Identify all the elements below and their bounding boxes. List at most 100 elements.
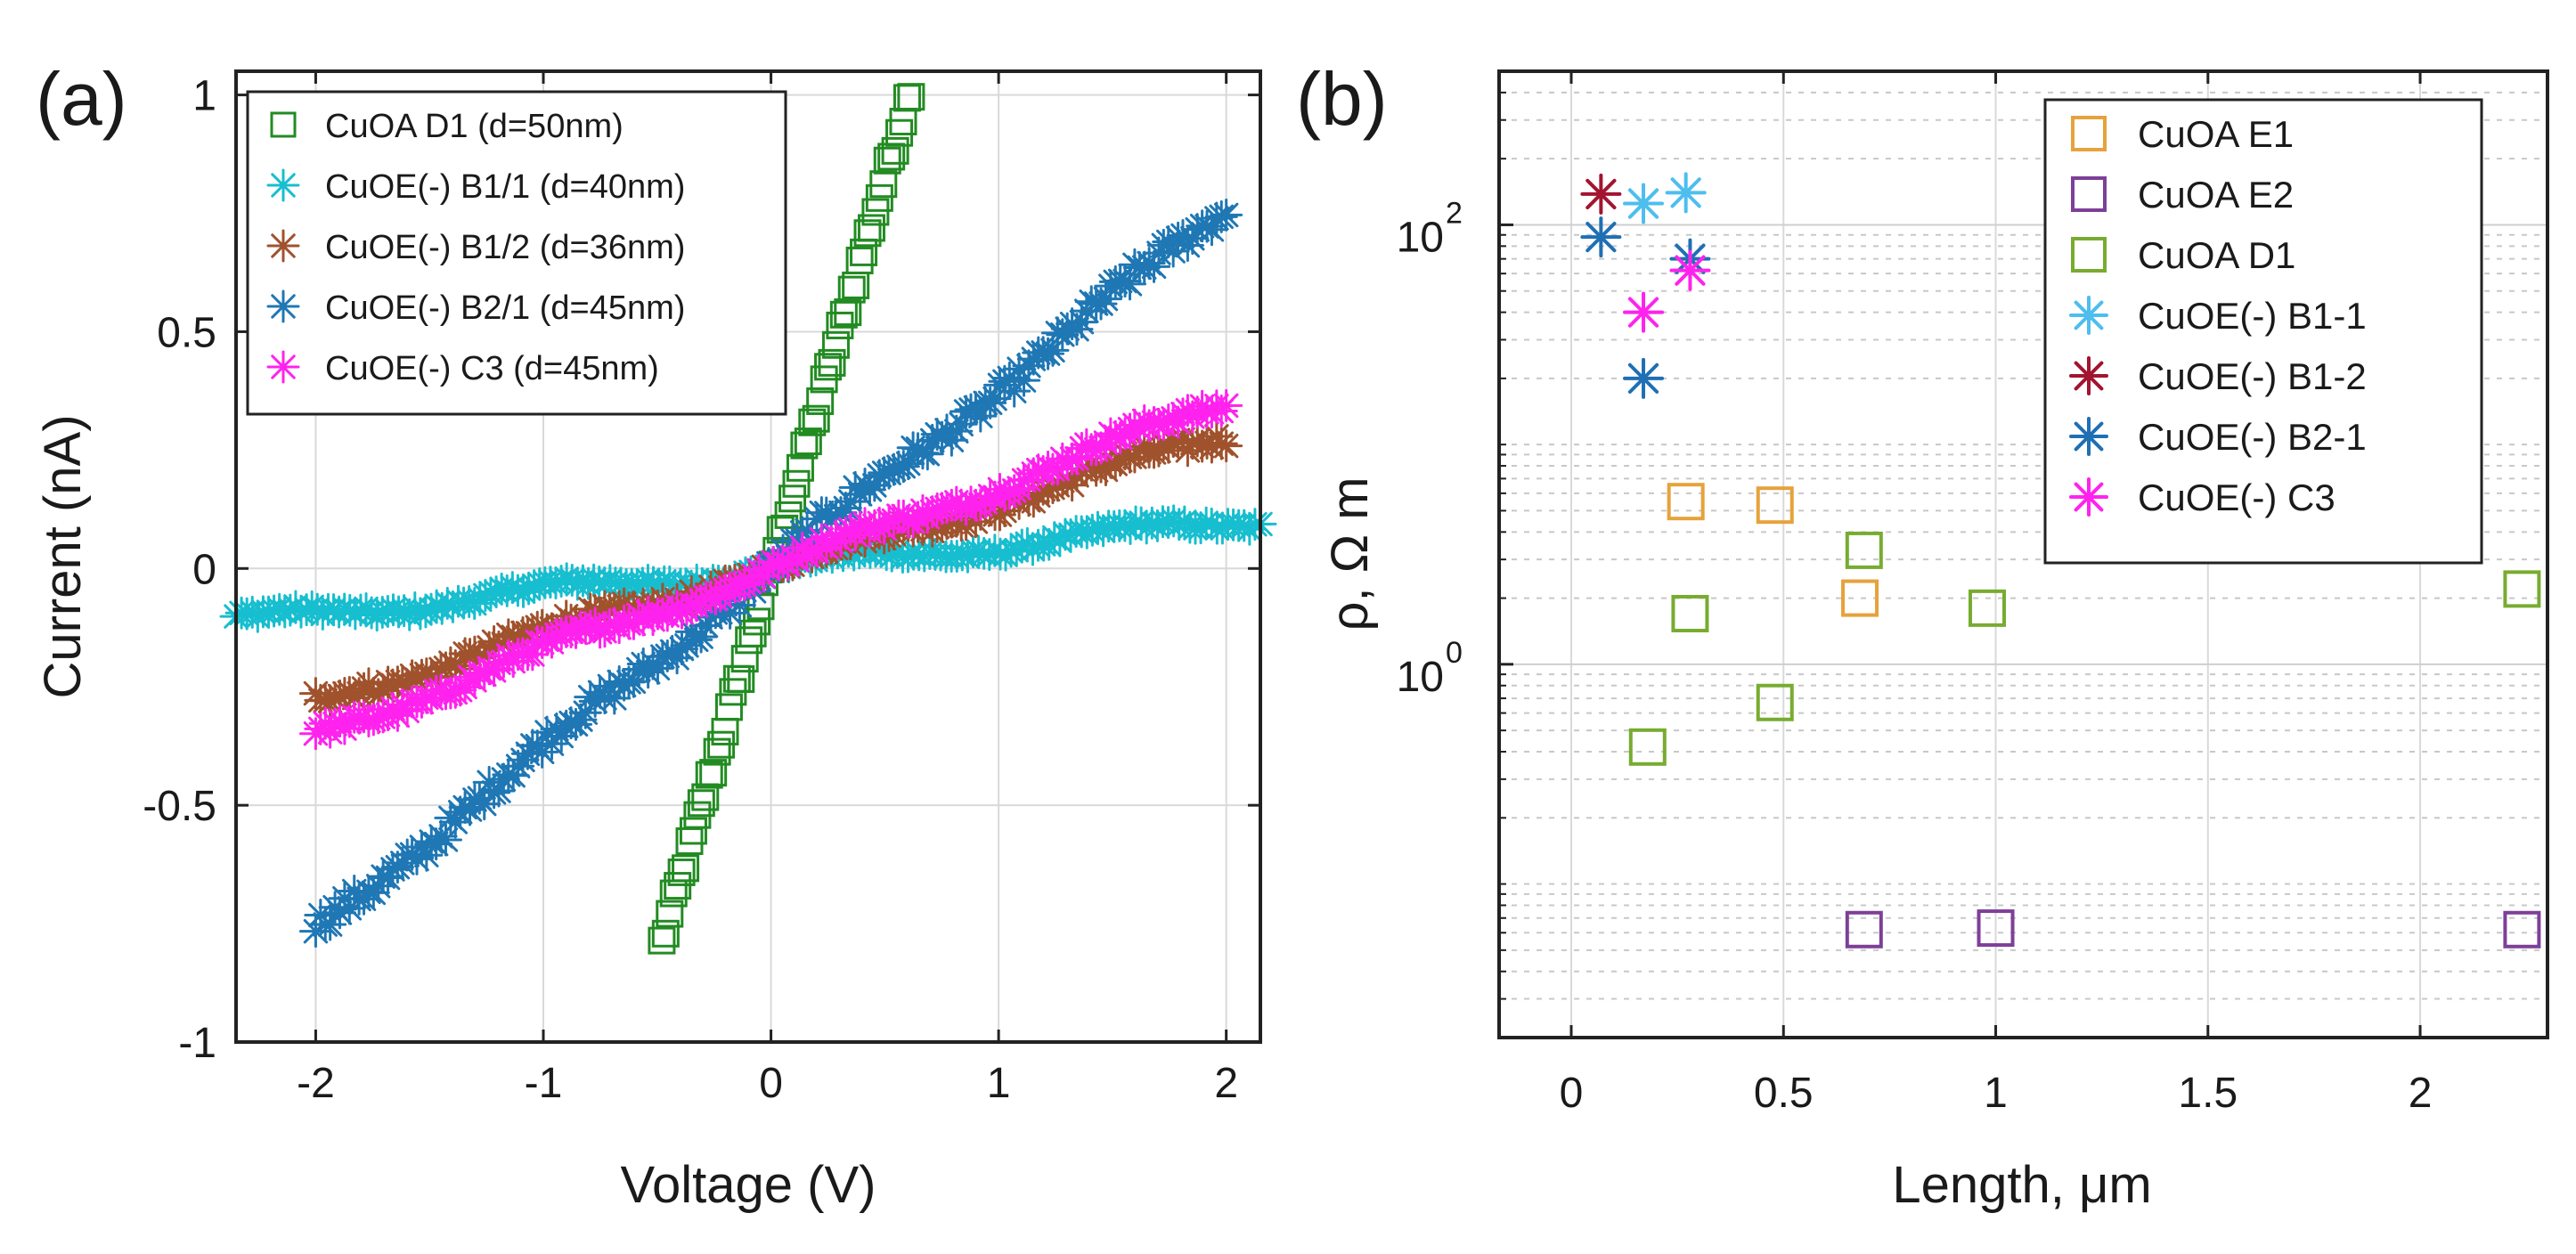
data-point-stroke (1213, 393, 1239, 419)
data-point-stroke (1213, 433, 1239, 459)
data-point (1210, 429, 1243, 463)
series-cuoe-b2-1 (1580, 216, 1711, 399)
data-point (1210, 198, 1243, 232)
data-point (798, 408, 827, 436)
data-point-stroke (895, 451, 921, 476)
data-point (1210, 388, 1243, 422)
data-point (814, 353, 843, 381)
data-point-stroke (1627, 297, 1659, 328)
data-point-stroke (968, 403, 993, 428)
data-point (656, 900, 684, 928)
panel-a-legend: CuOA D1 (d=50nm) CuOE(-) B1/1 (d=40nm) CuO… (246, 90, 787, 416)
panel-b-legend-box (2043, 98, 2483, 565)
data-point-stroke (577, 614, 603, 639)
data-point-stroke (234, 601, 259, 626)
y-tick-exponent: 2 (1446, 196, 1463, 230)
data-point (352, 704, 386, 737)
data-point (845, 246, 874, 274)
data-point (1756, 683, 1794, 721)
legend-label-cuoe-b1-1-d-40nm: CuOE(-) B1/1 (d=40nm) (325, 168, 685, 206)
data-point (743, 607, 771, 636)
x-tick-label: 1 (987, 1060, 1011, 1107)
data-point (703, 737, 731, 766)
panel-b-frame (1497, 69, 2549, 1039)
panel-b-series (1580, 172, 2541, 949)
panel-b-xlabel: Length, μm (1892, 1156, 2151, 1214)
data-point-stroke (1161, 428, 1186, 454)
panel-b-label: (b) (1296, 57, 1388, 141)
data-point (607, 604, 641, 638)
legend-marker-cuoe-b1-2-d-36nm-stroke (271, 233, 296, 258)
data-point-stroke (361, 707, 387, 732)
data-point (735, 626, 763, 655)
data-point (1580, 173, 1622, 215)
data-point (648, 926, 676, 955)
data-point-stroke (1141, 410, 1167, 436)
x-tick-label: 1 (1984, 1070, 2008, 1117)
panel-b-ylabel: ρ, Ω m (1321, 476, 1379, 631)
data-point-stroke (1161, 239, 1186, 264)
data-point (786, 453, 814, 482)
legend-label-cuoa-d1: CuOA D1 (2138, 234, 2295, 276)
data-point (1669, 249, 1711, 291)
series-cuoa-e1 (1667, 483, 1879, 617)
series-cuoe-c3 (1623, 249, 1711, 333)
y-tick-label: 1 (192, 73, 216, 120)
legend-label-cuoe-b1-2: CuOE(-) B1-2 (2138, 355, 2367, 397)
data-point-stroke (1675, 255, 1706, 286)
data-point (714, 693, 743, 721)
data-point (1623, 183, 1665, 224)
data-point (1841, 579, 1879, 617)
legend-label-cuoe-c3: CuOE(-) C3 (2138, 476, 2336, 518)
data-point (1623, 291, 1665, 333)
series-cuoe-b1-2 (1580, 173, 1622, 215)
data-point (1665, 172, 1707, 214)
legend-marker-cuoe-c3-d-45nm (266, 350, 300, 384)
data-point-stroke (1209, 204, 1234, 230)
legend-label-cuoe-b2-1: CuOE(-) B2-1 (2138, 416, 2367, 458)
data-point-stroke (891, 453, 917, 479)
legend-marker-cuoe-b1-2 (2069, 356, 2108, 395)
series-cuoa-d1 (1628, 531, 2541, 766)
legend-label-cuoa-d1-d-50nm: CuOA D1 (d=50nm) (325, 108, 624, 145)
data-point (687, 789, 715, 818)
data-point (881, 136, 909, 165)
panel-a-label: (a) (36, 57, 127, 141)
data-point-stroke (1627, 362, 1659, 395)
panel-a-legend-box (246, 90, 787, 416)
x-tick-label: 0.5 (1754, 1070, 1814, 1117)
data-point (818, 348, 846, 377)
data-point-stroke (611, 608, 637, 633)
legend-label-cuoa-e1: CuOA E1 (2138, 113, 2294, 155)
data-point (1667, 483, 1705, 521)
data-point (428, 823, 462, 857)
x-tick-label: 0 (1560, 1070, 1584, 1117)
series-cuoa-d1-d-50nm (648, 83, 925, 955)
y-tick-exponent: 0 (1446, 636, 1463, 670)
data-point (1580, 216, 1622, 258)
legend-marker-cuoe-b1-1-stroke (2074, 300, 2104, 330)
data-point (1623, 357, 1665, 399)
x-tick-label: 0 (759, 1060, 783, 1107)
y-tick-label: 0 (192, 546, 216, 593)
data-point-stroke (966, 539, 991, 564)
panel-a-ylabel: Current (nA) (34, 414, 92, 698)
data-point (1204, 200, 1238, 233)
data-point-stroke (1141, 254, 1167, 280)
data-point-stroke (1213, 202, 1239, 228)
x-tick-label: -1 (525, 1060, 563, 1107)
data-point-stroke (1117, 272, 1143, 297)
legend-marker-cuoe-b2-1-d-45nm (266, 289, 300, 323)
data-point (869, 170, 898, 199)
data-point-stroke (317, 912, 343, 937)
series-cuoe-c3-d-45nm (298, 388, 1243, 751)
data-point (2503, 910, 2541, 949)
data-point (1845, 910, 1883, 949)
legend-marker-cuoa-e2 (2071, 176, 2107, 212)
data-point (790, 431, 819, 460)
data-point (667, 858, 696, 886)
data-point-stroke (1079, 289, 1104, 314)
data-point (727, 665, 755, 694)
